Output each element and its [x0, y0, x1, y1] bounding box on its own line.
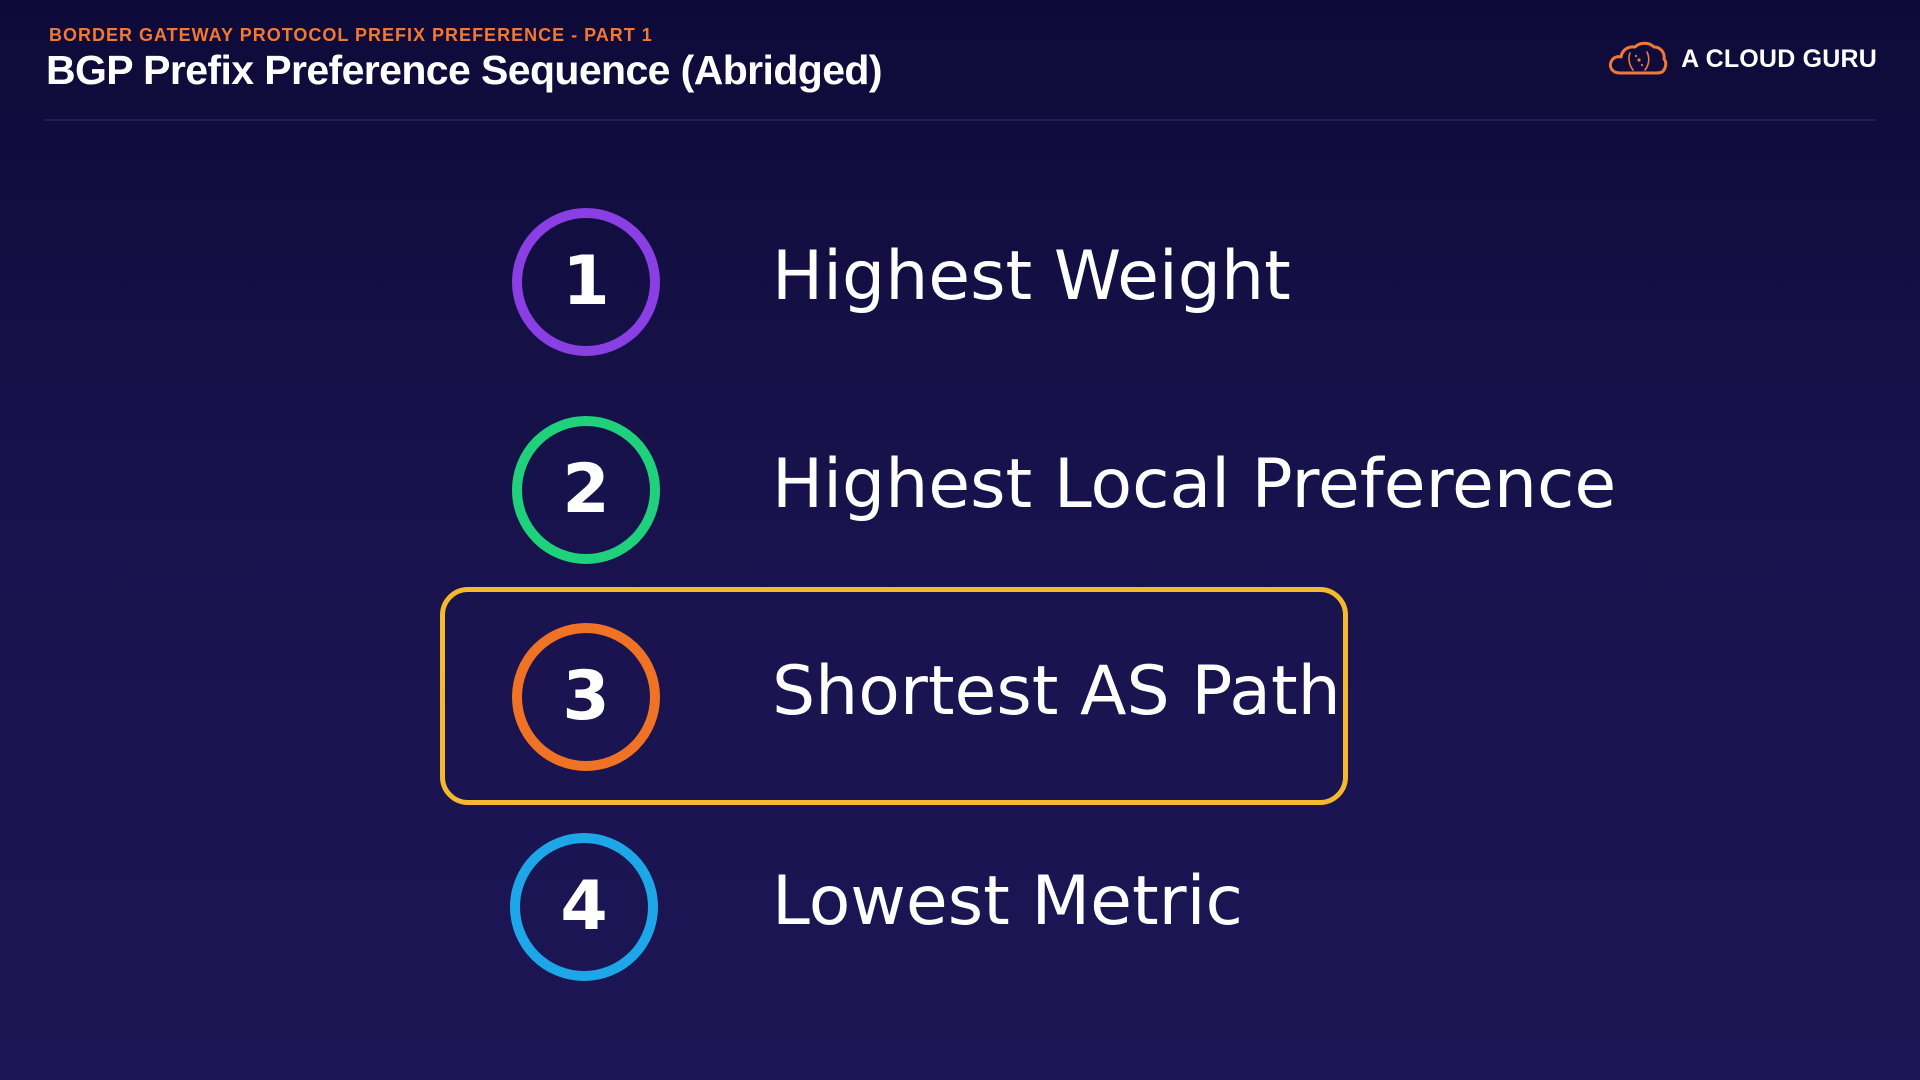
header-kicker: BORDER GATEWAY PROTOCOL PREFIX PREFERENC… [49, 25, 653, 45]
step-item-4: 4 Lowest Metric [0, 825, 1920, 985]
step-number-circle: 3 [512, 623, 660, 771]
step-number: 2 [562, 450, 610, 529]
step-item-3: 3 Shortest AS Path [0, 615, 1920, 775]
step-label: Lowest Metric [772, 862, 1243, 941]
header-divider [44, 119, 1876, 121]
step-number: 4 [560, 867, 608, 946]
step-label: Highest Weight [772, 237, 1291, 316]
step-number: 3 [562, 657, 610, 736]
page-title: BGP Prefix Preference Sequence (Abridged… [46, 47, 883, 93]
step-number-circle: 2 [512, 416, 660, 564]
brand-name: A CLOUD GURU [1681, 44, 1877, 73]
cloud-icon [1609, 41, 1668, 75]
step-number: 1 [562, 242, 610, 321]
step-label: Shortest AS Path [772, 652, 1341, 731]
step-number-circle: 1 [512, 208, 660, 356]
step-item-2: 2 Highest Local Preference [0, 408, 1920, 568]
step-label: Highest Local Preference [772, 445, 1617, 524]
step-item-1: 1 Highest Weight [0, 200, 1920, 360]
brand: A CLOUD GURU [1606, 39, 1877, 79]
highlight-frame [440, 587, 1348, 805]
step-number-circle: 4 [510, 833, 658, 981]
